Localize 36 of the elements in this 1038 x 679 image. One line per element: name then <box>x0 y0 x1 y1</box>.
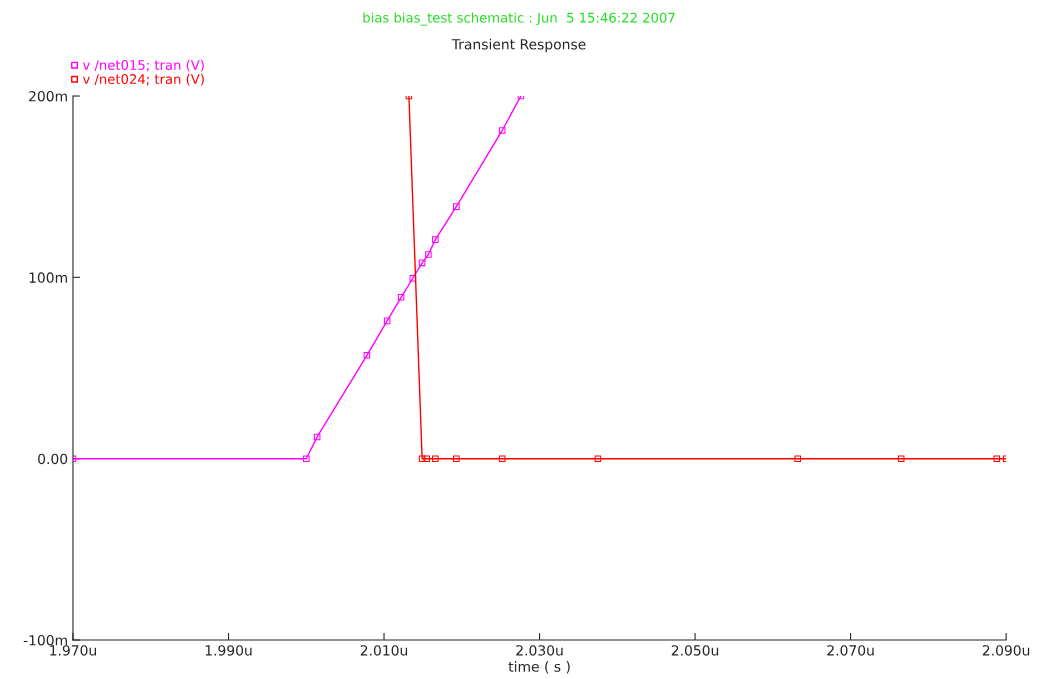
point <box>993 455 1001 462</box>
point <box>383 317 391 325</box>
point <box>432 455 439 462</box>
y-tick-label: 0.00 <box>38 453 68 465</box>
point <box>425 251 432 258</box>
legend-label: v /net015; tran (V) <box>82 59 204 72</box>
y-tick-label: 200m <box>29 90 67 102</box>
point <box>397 294 405 301</box>
point <box>363 352 371 359</box>
point <box>897 455 905 462</box>
point <box>594 455 602 462</box>
x-tick-label: 2.070u <box>827 645 874 656</box>
point <box>418 455 426 462</box>
chart-subtitle: bias bias_test schematic : Jun 5 15:46:22 2007 <box>363 12 675 26</box>
point <box>418 259 426 267</box>
x-tick-label: 2.050u <box>671 645 719 656</box>
y-tick-label: 100m <box>29 272 67 283</box>
x-tick-label: 2.090u <box>982 645 1030 656</box>
x-tick-label: 2.030u <box>516 645 563 656</box>
x-tick-label: 1.990u <box>205 645 252 656</box>
y-tick-label: -100m <box>23 634 67 646</box>
point <box>794 455 802 462</box>
point <box>498 127 506 134</box>
point <box>453 455 460 462</box>
point <box>302 455 310 462</box>
point <box>409 274 417 282</box>
point <box>453 203 460 210</box>
chart-title: Transient Response <box>451 38 586 53</box>
legend-label: v /net024; tran (V) <box>82 73 204 86</box>
point <box>313 433 321 441</box>
x-tick-label: 1.970u <box>50 645 96 656</box>
x-axis-title: time ( s ) <box>508 661 570 674</box>
point <box>423 455 431 462</box>
point <box>498 455 506 462</box>
point <box>432 236 439 243</box>
x-tick-label: 2.010u <box>360 645 408 656</box>
